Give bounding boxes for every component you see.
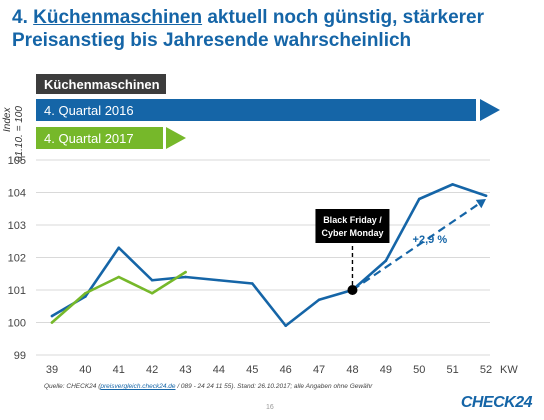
x-tick-label: 49 [380, 364, 392, 376]
data-point [84, 291, 87, 295]
y-tick-label: 102 [8, 253, 26, 265]
projection: +2,9 % [351, 199, 486, 291]
data-point [284, 324, 287, 328]
projection-arrowhead [475, 199, 486, 209]
x-tick-label: 48 [346, 364, 358, 376]
x-tick-label: 50 [413, 364, 425, 376]
data-point [451, 183, 454, 186]
data-point [484, 194, 488, 198]
data-point [417, 197, 421, 201]
x-tick-label: 46 [280, 364, 292, 376]
data-point [84, 295, 87, 298]
x-tick-label: 44 [213, 364, 225, 376]
data-point [50, 314, 54, 318]
annotation: Black Friday / Cyber Monday [315, 209, 390, 295]
legend-bar-2016 [36, 99, 476, 121]
x-axis-label: KW [500, 364, 518, 376]
x-tick-label: 45 [246, 364, 258, 376]
x-tick-label: 39 [46, 364, 58, 376]
series-line [50, 183, 488, 328]
title-line2: Preisanstieg bis Jahresende wahrscheinli… [12, 30, 412, 51]
source-note: Quelle: CHECK24 (preisvergleich.check24.… [44, 383, 372, 390]
data-point [384, 259, 388, 263]
data-point [117, 246, 121, 250]
title-rest-line1: aktuell noch günstig, stärkerer [207, 7, 484, 28]
x-tick-label: 52 [480, 364, 492, 376]
annotation-marker [347, 285, 358, 295]
y-tick-labels: 99 100 101 102 103 104 105 [8, 155, 26, 362]
annotation-line1: Black Friday / [323, 215, 382, 225]
x-tick-label: 42 [146, 364, 158, 376]
legend-arrow-2016 [480, 99, 500, 121]
check24-logo: CHECK24 [460, 394, 533, 411]
title-prefix: 4. [12, 7, 28, 28]
y-tick-label: 105 [8, 155, 26, 167]
data-point [184, 270, 187, 274]
annotation-line2: Cyber Monday [321, 228, 383, 238]
legend-label-2017: 4. Quartal 2017 [44, 131, 134, 146]
gridlines [36, 159, 490, 356]
data-point [317, 298, 321, 302]
legend-label-2016: 4. Quartal 2016 [44, 103, 134, 118]
legend-bar-2017 [36, 127, 163, 149]
page-number: 16 [266, 404, 274, 411]
data-point [117, 275, 121, 279]
x-tick-label: 47 [313, 364, 325, 376]
legend-category-label: Küchenmaschinen [44, 77, 160, 92]
y-tick-label: 101 [8, 285, 26, 297]
source-prefix: Quelle: CHECK24 ( [44, 383, 101, 390]
y-tick-label: 100 [8, 318, 26, 330]
y-tick-label: 103 [8, 220, 26, 232]
data-point [150, 278, 154, 282]
source-link[interactable]: preisvergleich.check24.de [100, 383, 176, 390]
source-suffix: / 089 - 24 24 11 55). Stand: 26.10.2017;… [175, 383, 373, 390]
x-tick-label: 43 [179, 364, 191, 376]
projection-label: +2,9 % [413, 234, 448, 246]
data-point [251, 282, 254, 285]
annotation-box [315, 209, 390, 243]
data-point [217, 278, 221, 282]
y-tick-label: 99 [14, 350, 26, 362]
data-point [184, 275, 187, 279]
x-tick-label: 40 [79, 364, 91, 376]
slide-title: 4. Küchenmaschinen aktuell noch günstig,… [12, 6, 536, 52]
legend-category-box [36, 74, 166, 94]
y-tick-label: 104 [8, 188, 26, 200]
legend-arrow-2017 [166, 127, 186, 149]
x-tick-labels: 39 40 41 42 43 44 45 46 47 48 49 50 51 52 KW [46, 364, 518, 376]
series-lines [50, 183, 488, 328]
data-point [150, 291, 154, 295]
x-tick-label: 51 [446, 364, 458, 376]
x-tick-label: 41 [113, 364, 125, 376]
data-point [50, 321, 54, 324]
title-underlined: Küchenmaschinen [33, 7, 203, 28]
